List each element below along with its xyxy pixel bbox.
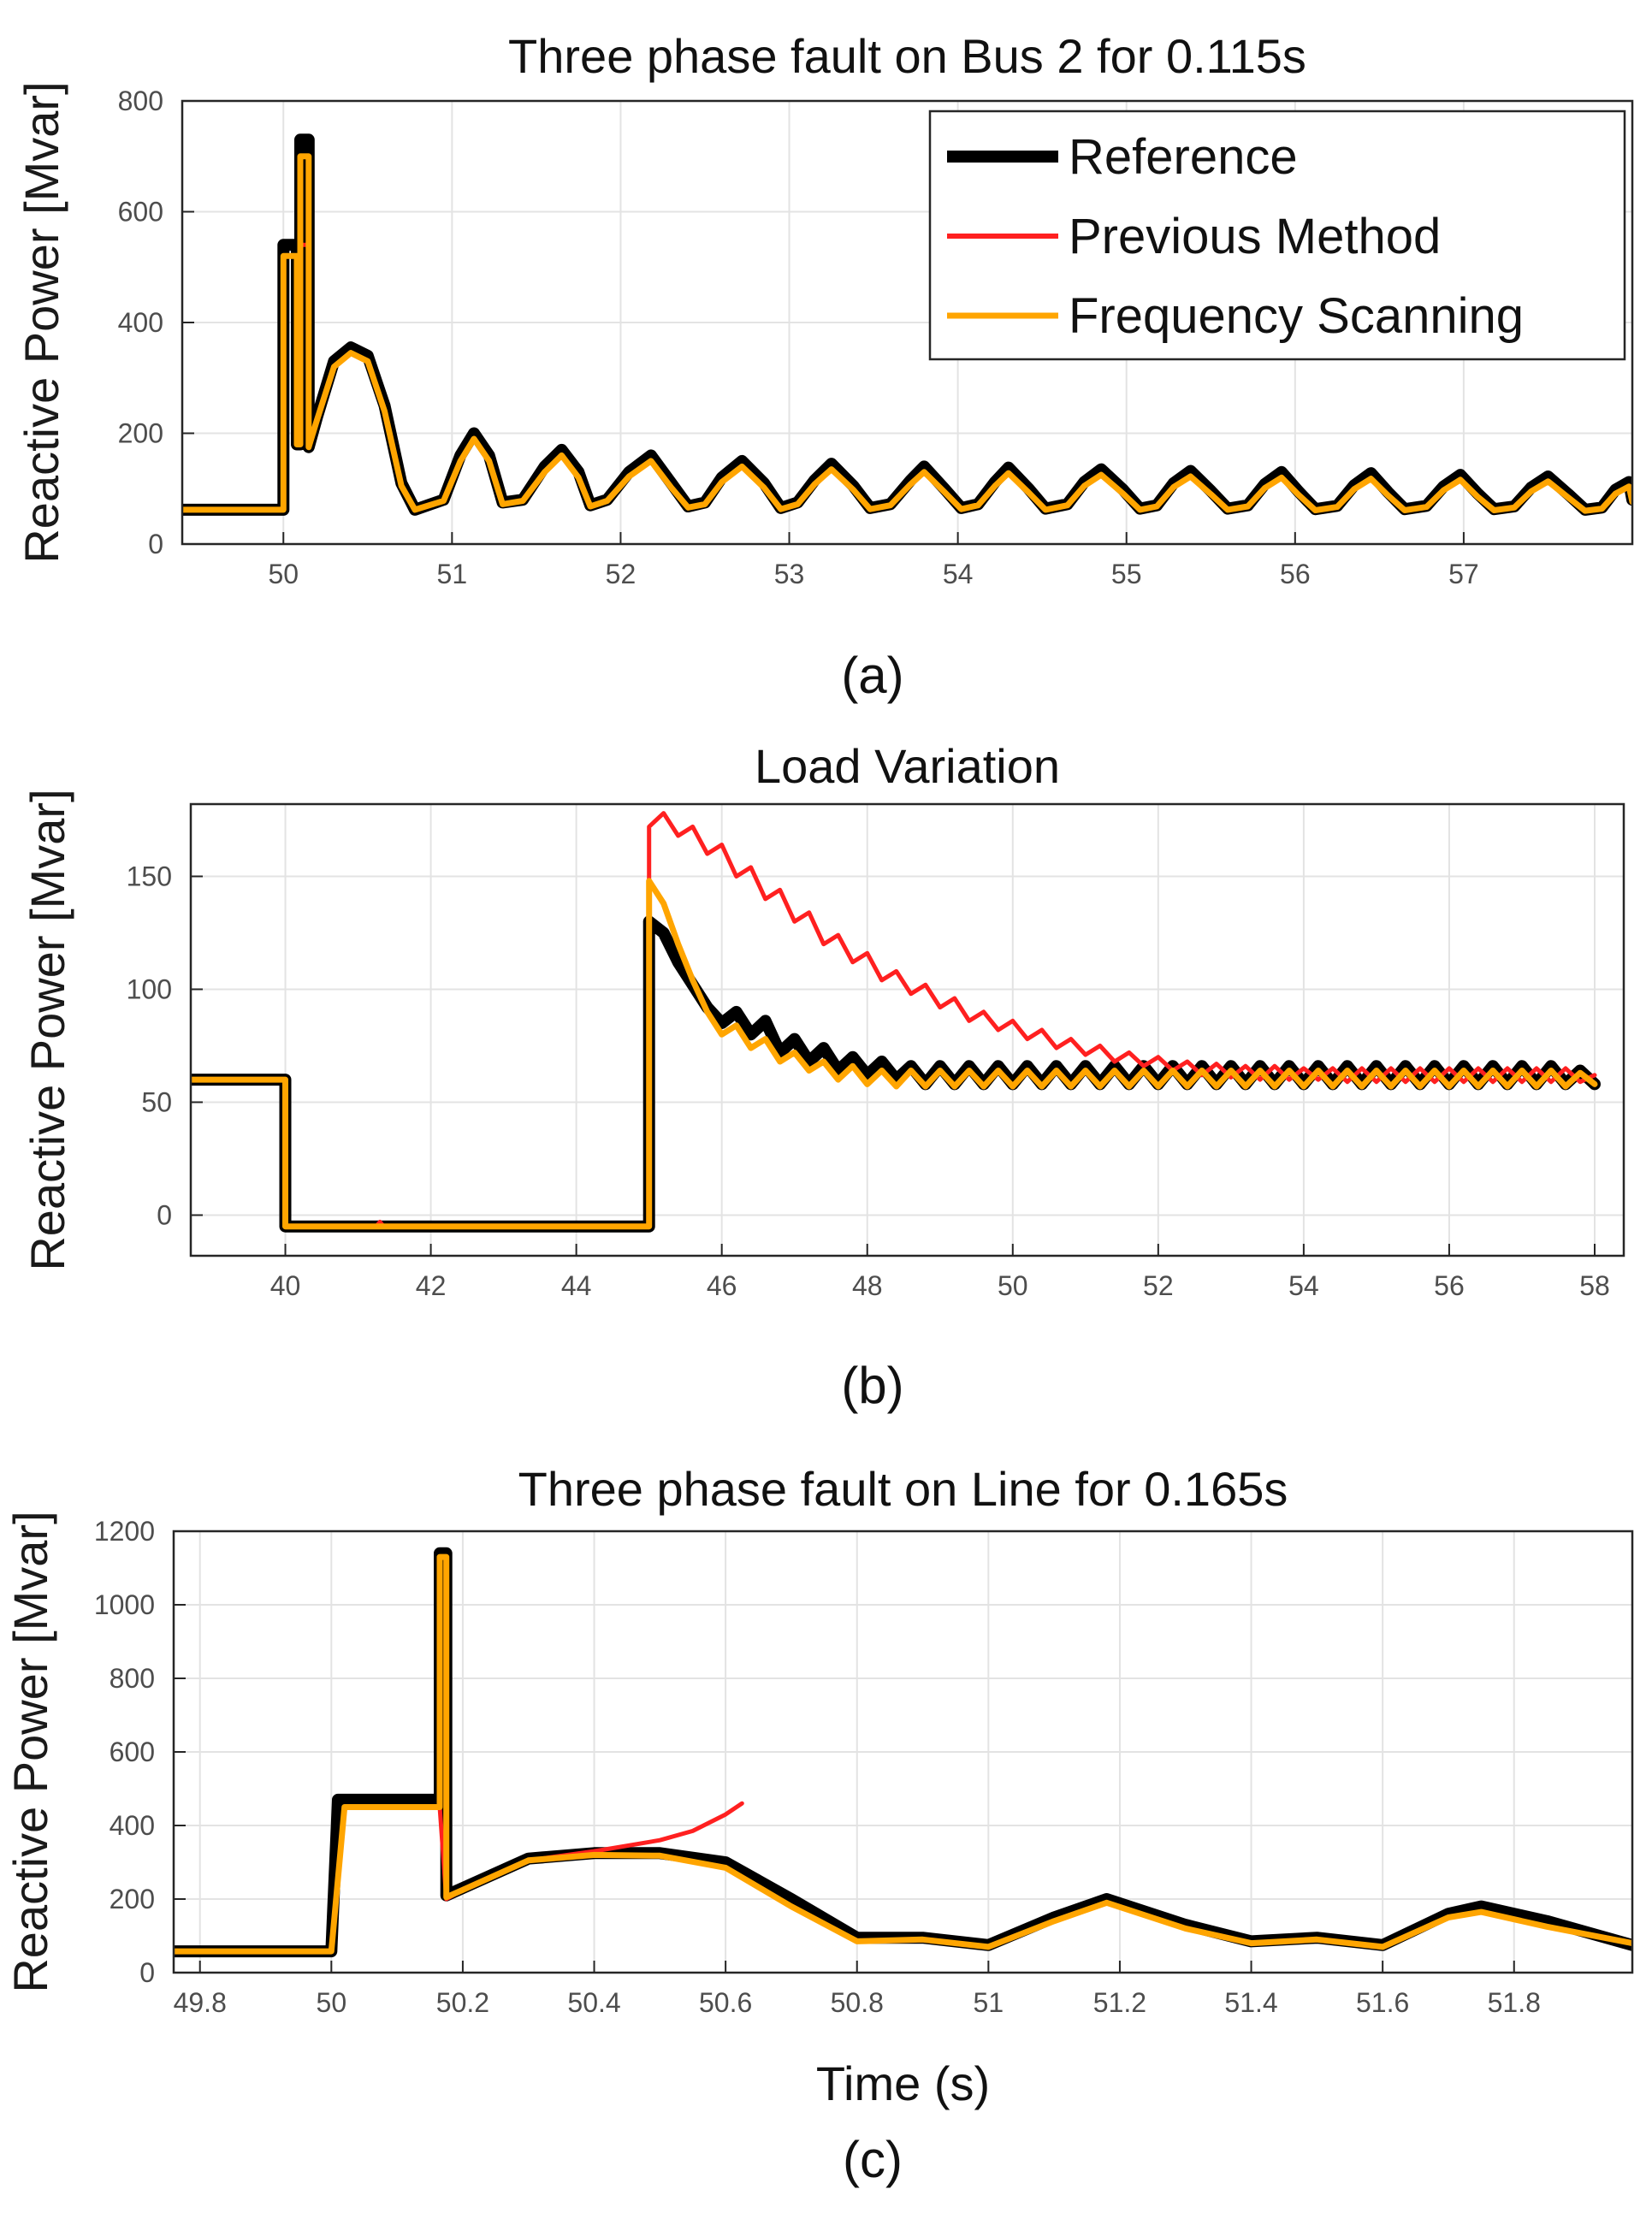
x-tick-label: 40: [270, 1270, 301, 1301]
series-group: [182, 133, 1632, 516]
x-tick-label: 51.8: [1488, 1987, 1541, 2018]
chart-title: Three phase fault on Bus 2 for 0.115s: [508, 29, 1306, 83]
y-axis-label: Reactive Power [Mvar]: [15, 81, 68, 563]
panel-caption: (c): [843, 2131, 903, 2188]
x-tick-label: 51.4: [1224, 1987, 1277, 2018]
x-tick-label: 51: [974, 1987, 1004, 2018]
chart-panel-b: 40 42 44 46 48 50 52 54 56 58 0 50 100 150 Load Variat…: [21, 739, 1625, 1414]
legend: Reference Previous Method Frequency Scanni…: [928, 109, 1626, 361]
y-tick-label: 600: [110, 1737, 155, 1767]
x-tick-label: 50.2: [436, 1987, 489, 2018]
x-tick-label: 58: [1579, 1270, 1610, 1301]
x-tick-label: 57: [1448, 559, 1479, 589]
plot-area: [191, 804, 1624, 1256]
y-tick-label: 0: [139, 1957, 155, 1988]
x-tick-label: 56: [1434, 1270, 1465, 1301]
series-line-previous-method: [191, 811, 1597, 1229]
x-tick-label: 50.8: [831, 1987, 884, 2018]
x-tick-label: 53: [774, 559, 805, 589]
y-tick-label: 100: [127, 973, 172, 1004]
y-tick-label: 200: [118, 418, 163, 449]
y-tick-label: 150: [127, 861, 172, 891]
y-tick-label: 200: [110, 1884, 155, 1914]
series-group: [191, 811, 1601, 1233]
x-tick-label: 48: [852, 1270, 883, 1301]
legend-label: Frequency Scanning: [1069, 288, 1524, 344]
x-tick-label: 50: [268, 559, 299, 589]
x-tick-label: 52: [1143, 1270, 1174, 1301]
x-tick-label: 54: [943, 559, 974, 589]
panel-caption: (b): [841, 1357, 903, 1414]
legend-label: Reference: [1069, 129, 1298, 185]
x-tick-label: 54: [1288, 1270, 1319, 1301]
x-tick-label: 50: [998, 1270, 1028, 1301]
x-tick-label: 50: [317, 1987, 347, 2018]
x-tick-label: 51.2: [1093, 1987, 1146, 2018]
y-tick-label: 800: [118, 86, 163, 116]
y-tick-label: 0: [148, 529, 163, 559]
x-tick-label: 44: [561, 1270, 592, 1301]
x-tick-label: 46: [707, 1270, 737, 1301]
x-tick-label: 51: [437, 559, 468, 589]
y-tick-label: 1000: [94, 1589, 155, 1620]
axes-box: [189, 802, 1625, 1257]
y-tick-label: 600: [118, 197, 163, 228]
chart-title: Load Variation: [755, 739, 1060, 793]
y-tick-label: 0: [157, 1199, 172, 1230]
x-tick-label: 52: [606, 559, 637, 589]
chart-title: Three phase fault on Line for 0.165s: [518, 1462, 1288, 1516]
x-tick-label: 56: [1280, 559, 1311, 589]
y-axis-label: Reactive Power [Mvar]: [3, 1511, 57, 1992]
legend-label: Previous Method: [1069, 209, 1441, 264]
chart-panel-a: 50 51 52 53 54 55 56 57 0 200 400 600 800 Three phase…: [15, 29, 1634, 704]
y-axis-label: Reactive Power [Mvar]: [21, 789, 74, 1270]
x-tick-label: 51.6: [1356, 1987, 1409, 2018]
series-group: [174, 1547, 1632, 1958]
x-tick-label: 49.8: [174, 1987, 227, 2018]
panel-caption: (a): [841, 647, 903, 704]
y-tick-label: 1200: [94, 1516, 155, 1547]
x-tick-label: 42: [416, 1270, 447, 1301]
y-tick-label: 400: [110, 1810, 155, 1841]
y-tick-label: 800: [110, 1663, 155, 1694]
x-tick-label: 55: [1111, 559, 1142, 589]
x-tick-label: 50.6: [699, 1987, 752, 2018]
x-axis-label: Time (s): [816, 2056, 990, 2110]
y-tick-label: 50: [141, 1086, 172, 1117]
series-line-frequency-scanning: [182, 153, 1632, 514]
series-line-frequency-scanning: [174, 1553, 1632, 1955]
y-tick-label: 400: [118, 307, 163, 338]
series-line-frequency-scanning: [191, 878, 1598, 1230]
x-tick-label: 50.4: [567, 1987, 620, 2018]
chart-panel-c: 49.8 50 50.2 50.4 50.6 50.8 51 51.2 51.4 51.6 51.8…: [3, 1462, 1634, 2188]
